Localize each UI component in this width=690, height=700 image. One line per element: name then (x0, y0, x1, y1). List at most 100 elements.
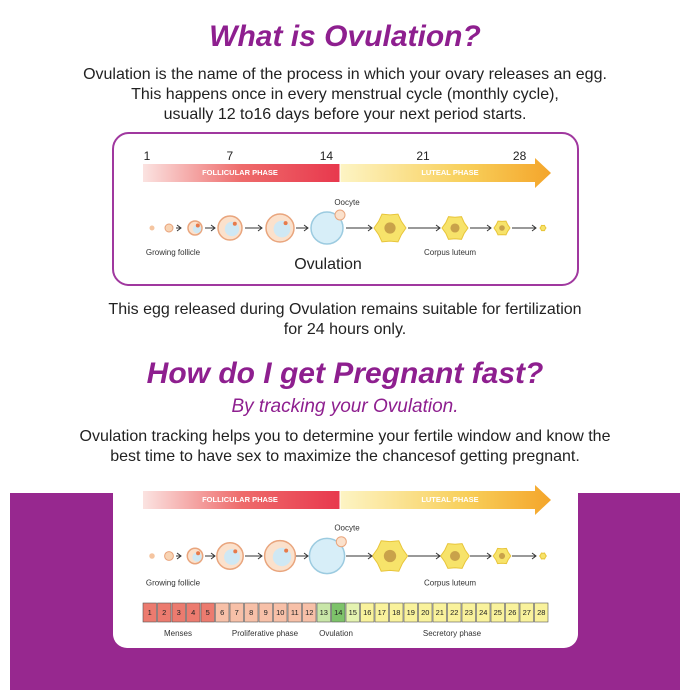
oocyte (334, 209, 346, 221)
day-number: 17 (378, 608, 386, 617)
day-box (287, 602, 302, 623)
day-box (345, 602, 360, 623)
phase-label: LUTEAL PHASE (421, 495, 478, 504)
arrow (205, 552, 216, 560)
day-box (403, 602, 418, 623)
day-number: 13 (320, 608, 328, 617)
day-number: 28 (537, 608, 545, 617)
day-box (389, 602, 404, 623)
day-label: 1 (144, 149, 151, 163)
arrow (512, 224, 537, 232)
diagram: FOLLICULAR PHASE LUTEAL PHASE Oocyte Growin… (143, 149, 551, 273)
day-box (331, 602, 346, 623)
day-number: 7 (235, 608, 239, 617)
follicle (310, 211, 344, 245)
phase-name: Ovulation (319, 629, 353, 638)
arrow (245, 224, 263, 232)
day-number: 12 (305, 608, 313, 617)
day-number: 21 (436, 608, 444, 617)
arrow (245, 552, 263, 560)
follicle-inner (272, 547, 292, 567)
day-number: 16 (363, 608, 371, 617)
phase-label: LUTEAL PHASE (421, 168, 478, 177)
day-box (447, 602, 462, 623)
follicle (164, 551, 174, 561)
day-number: 8 (249, 608, 253, 617)
day-number: 5 (206, 608, 210, 617)
day-number: 11 (291, 608, 299, 617)
corpus-core (384, 222, 396, 234)
arrow (470, 552, 492, 560)
day-box (534, 602, 549, 623)
day-number: 27 (523, 608, 531, 617)
day-box (461, 602, 476, 623)
oocyte-dot (233, 549, 238, 554)
follicle (149, 553, 155, 559)
arrow (512, 552, 537, 560)
arrow (346, 224, 373, 232)
label: Ovulation (294, 256, 362, 273)
day-box (505, 602, 520, 623)
note-line: This egg released during Ovulation remai… (108, 301, 581, 318)
phase-name: Secretory phase (423, 629, 482, 638)
day-number: 22 (450, 608, 458, 617)
day-number: 6 (220, 608, 224, 617)
day-label: 14 (320, 149, 334, 163)
corpus-luteum (539, 552, 547, 560)
day-box (418, 602, 433, 623)
day-box (171, 602, 186, 623)
corpus-core (450, 223, 460, 233)
day-number: 18 (392, 608, 400, 617)
day-box (432, 602, 447, 623)
phase-label: FOLLICULAR PHASE (202, 495, 278, 504)
day-box (244, 602, 259, 623)
day-number: 3 (177, 608, 181, 617)
oocyte-dot (196, 551, 201, 556)
label: Oocyte (334, 524, 360, 533)
day-box (374, 602, 389, 623)
arrow (176, 552, 182, 560)
corpus-core (498, 552, 506, 560)
follicle-inner (224, 549, 240, 565)
paragraph-line: best time to have sex to maximize the ch… (110, 448, 580, 465)
phase-arrow (143, 491, 340, 509)
paragraph-line: Ovulation tracking helps you to determin… (80, 428, 611, 445)
arrow (296, 224, 309, 232)
arrow (408, 552, 441, 560)
paragraph-line: Ovulation is the name of the process in … (83, 66, 607, 83)
label: Growing follicle (146, 579, 201, 588)
corpus-core (383, 549, 397, 563)
day-label: 21 (416, 149, 430, 163)
day-box (316, 602, 331, 623)
day-box (360, 602, 375, 623)
phase-label: FOLLICULAR PHASE (202, 168, 278, 177)
day-box (142, 602, 157, 623)
paragraph-line: usually 12 to16 days before your next pe… (164, 106, 527, 123)
day-box (258, 602, 273, 623)
day-number: 14 (334, 608, 342, 617)
day-label: 7 (226, 149, 233, 163)
arrow (176, 224, 182, 232)
arrow (296, 552, 309, 560)
oocyte (335, 536, 347, 548)
day-box (229, 602, 244, 623)
day-label: 28 (513, 149, 527, 163)
day-number: 9 (264, 608, 268, 617)
day-box (186, 602, 201, 623)
day-number: 4 (191, 608, 195, 617)
phase-arrow (143, 164, 340, 182)
follicle-inner (273, 220, 291, 238)
follicle (149, 225, 155, 231)
day-box (273, 602, 288, 623)
day-number: 2 (162, 608, 166, 617)
title: How do I get Pregnant fast? (147, 357, 544, 390)
day-box (476, 602, 491, 623)
day-box (200, 602, 215, 623)
paragraph-line: This happens once in every menstrual cyc… (131, 86, 559, 103)
corpus-core (499, 225, 505, 231)
label: Oocyte (334, 198, 360, 207)
oocyte-dot (232, 221, 237, 226)
day-number: 19 (407, 608, 415, 617)
phase-name: Menses (164, 629, 192, 638)
